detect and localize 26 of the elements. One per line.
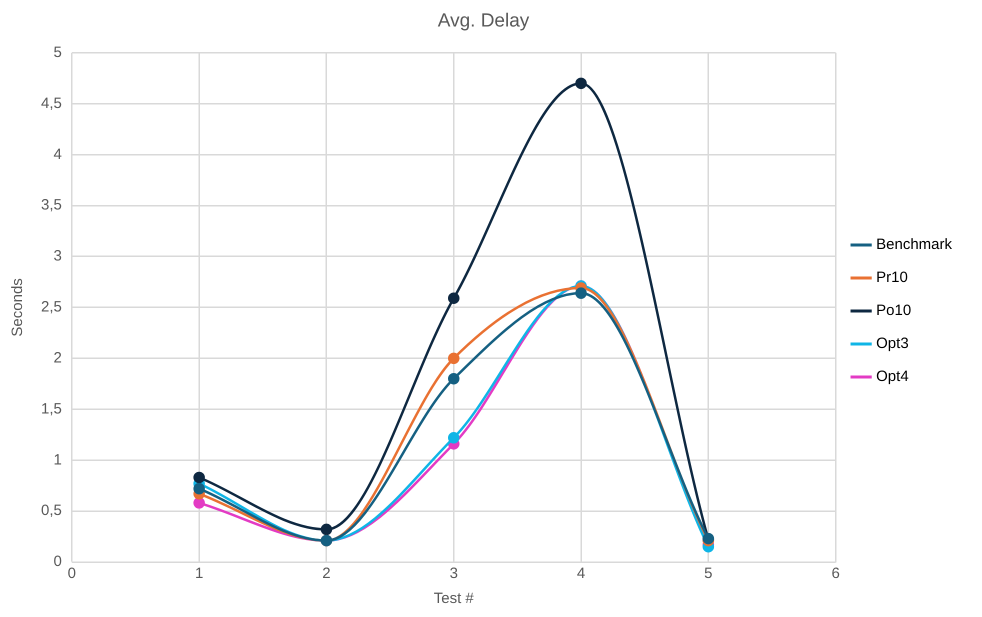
legend-label: Opt3: [876, 335, 909, 352]
x-axis-title: Test #: [434, 590, 474, 608]
legend-label: Pr10: [876, 269, 908, 286]
legend-label: Opt4: [876, 368, 909, 386]
y-tick-label: 0,5: [40, 502, 62, 520]
y-tick-label: 2,5: [40, 298, 62, 316]
x-tick-label: 6: [831, 565, 840, 582]
y-tick-label: 3: [54, 248, 62, 265]
y-tick-label: 3,5: [40, 196, 62, 214]
y-tick-label: 1,5: [40, 400, 62, 418]
chart-title: Avg. Delay: [438, 10, 530, 32]
x-tick-label: 3: [450, 565, 458, 582]
x-tick-label: 2: [322, 565, 331, 582]
y-tick-label: 4,5: [40, 94, 62, 112]
x-tick-label: 0: [68, 565, 76, 582]
x-tick-label: 5: [704, 565, 713, 582]
y-axis-title: Seconds: [9, 278, 26, 337]
legend-label: Benchmark: [876, 236, 952, 254]
y-tick-label: 5: [54, 44, 62, 61]
y-tick-label: 2: [54, 349, 62, 366]
x-tick-label: 4: [576, 565, 586, 582]
y-tick-label: 4: [54, 146, 62, 163]
x-tick-label: 1: [194, 565, 204, 582]
y-tick-label: 0: [54, 553, 62, 570]
y-tick-label: 1: [54, 451, 62, 468]
legend-label: Po10: [876, 302, 912, 320]
